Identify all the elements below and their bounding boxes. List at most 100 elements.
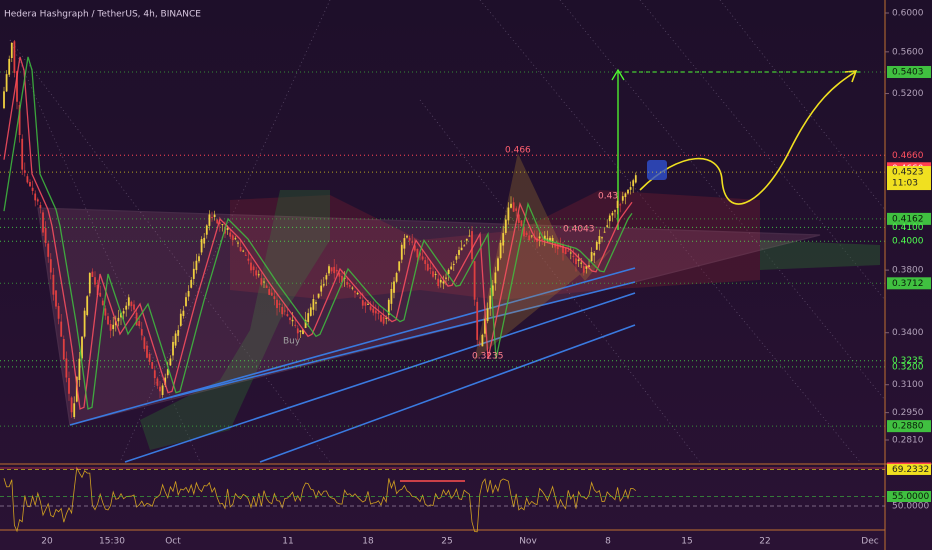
candle-body — [283, 310, 286, 312]
price-label: 0.2880 — [892, 422, 924, 432]
candle-body — [489, 295, 492, 309]
candle-body — [481, 334, 484, 347]
candle-body — [601, 237, 603, 239]
candle-body — [598, 236, 601, 245]
candle-body — [135, 312, 138, 326]
candle-body — [426, 263, 429, 271]
candle-body — [348, 285, 351, 287]
candle-body — [94, 277, 96, 285]
candle-body — [476, 301, 479, 340]
candle-body — [156, 378, 159, 386]
candle-body — [263, 281, 265, 283]
rsi-badge — [887, 463, 931, 475]
drawings — [9, 0, 886, 463]
candle-body — [31, 187, 34, 191]
candle-body — [242, 250, 245, 252]
candle-body — [289, 317, 291, 321]
price-label: 0.4660 — [892, 151, 924, 161]
candle-body — [341, 275, 343, 283]
candle-body — [205, 225, 208, 235]
candle-body — [494, 272, 497, 284]
candle-body — [486, 308, 489, 322]
candle-body — [364, 302, 367, 306]
candle-body — [281, 306, 284, 315]
candle-body — [590, 252, 593, 262]
candle-body — [91, 271, 94, 277]
candle-body — [502, 233, 505, 246]
candle-body — [429, 267, 432, 270]
candle-body — [146, 345, 148, 358]
candle-body — [309, 307, 312, 316]
candle-body — [463, 245, 466, 247]
candle-body — [18, 105, 21, 136]
candle-body — [26, 176, 29, 183]
candle-body — [130, 301, 133, 307]
candle-body — [447, 269, 450, 274]
candle-body — [356, 292, 359, 295]
candle-body — [575, 258, 577, 265]
candle-body — [198, 256, 200, 262]
price-badge — [887, 420, 931, 433]
candle-body — [83, 310, 86, 337]
candle-body — [525, 232, 528, 236]
candle-body — [619, 204, 622, 206]
candle-body — [432, 271, 434, 277]
candle-body — [221, 224, 224, 226]
candle-body — [437, 278, 440, 287]
candle-body — [424, 260, 427, 264]
candle-body — [546, 238, 549, 241]
rsi-label: 55.0000 — [892, 492, 929, 502]
candle-body — [307, 313, 310, 322]
rsi-label: 69.2332 — [892, 465, 929, 475]
candle-body — [398, 261, 401, 271]
time-label: Oct — [165, 537, 181, 547]
candle-body — [434, 273, 437, 275]
candle-body — [421, 256, 424, 260]
candle-body — [161, 385, 164, 395]
candle-body — [543, 235, 546, 240]
candle-body — [593, 252, 596, 256]
candle-body — [250, 262, 252, 271]
candle-body — [512, 202, 515, 212]
time-label: 18 — [362, 537, 374, 547]
candle-body — [577, 259, 580, 261]
time-label: Dec — [861, 537, 878, 547]
candle-body — [73, 403, 76, 417]
candle-body — [70, 397, 73, 413]
candle-body — [387, 299, 390, 315]
candle-body — [172, 341, 174, 356]
price-label: 0.3200 — [892, 362, 924, 372]
candle-body — [504, 219, 507, 233]
candle-body — [632, 180, 635, 187]
candle-body — [29, 182, 31, 187]
candle-body — [138, 320, 141, 326]
candle-body — [86, 296, 89, 315]
candle-body — [151, 362, 154, 369]
candle-body — [549, 237, 551, 242]
annotation: 0.4043 — [563, 225, 595, 235]
candle-body — [153, 370, 156, 379]
time-label: 15:30 — [99, 537, 125, 547]
candle-body — [299, 330, 302, 332]
candle-body — [507, 207, 510, 221]
candle-body — [377, 312, 380, 314]
candle-body — [408, 237, 411, 241]
price-label: 0.4162 — [892, 214, 924, 224]
candle-body — [567, 250, 570, 252]
candle-body — [237, 242, 239, 244]
price-label: 0.2810 — [892, 436, 924, 446]
candle-body — [556, 243, 559, 250]
time-label: 8 — [605, 537, 611, 547]
candle-body — [390, 288, 393, 304]
candle-body — [523, 226, 525, 237]
candle-body — [226, 227, 229, 230]
candle-body — [621, 196, 624, 201]
candle-body — [47, 243, 50, 257]
candle-body — [239, 247, 242, 252]
candle-body — [49, 259, 52, 273]
candle-body — [185, 297, 187, 307]
candle-body — [564, 248, 567, 255]
candle-body — [187, 291, 190, 297]
candle-body — [231, 235, 234, 241]
candle-body — [624, 193, 627, 198]
